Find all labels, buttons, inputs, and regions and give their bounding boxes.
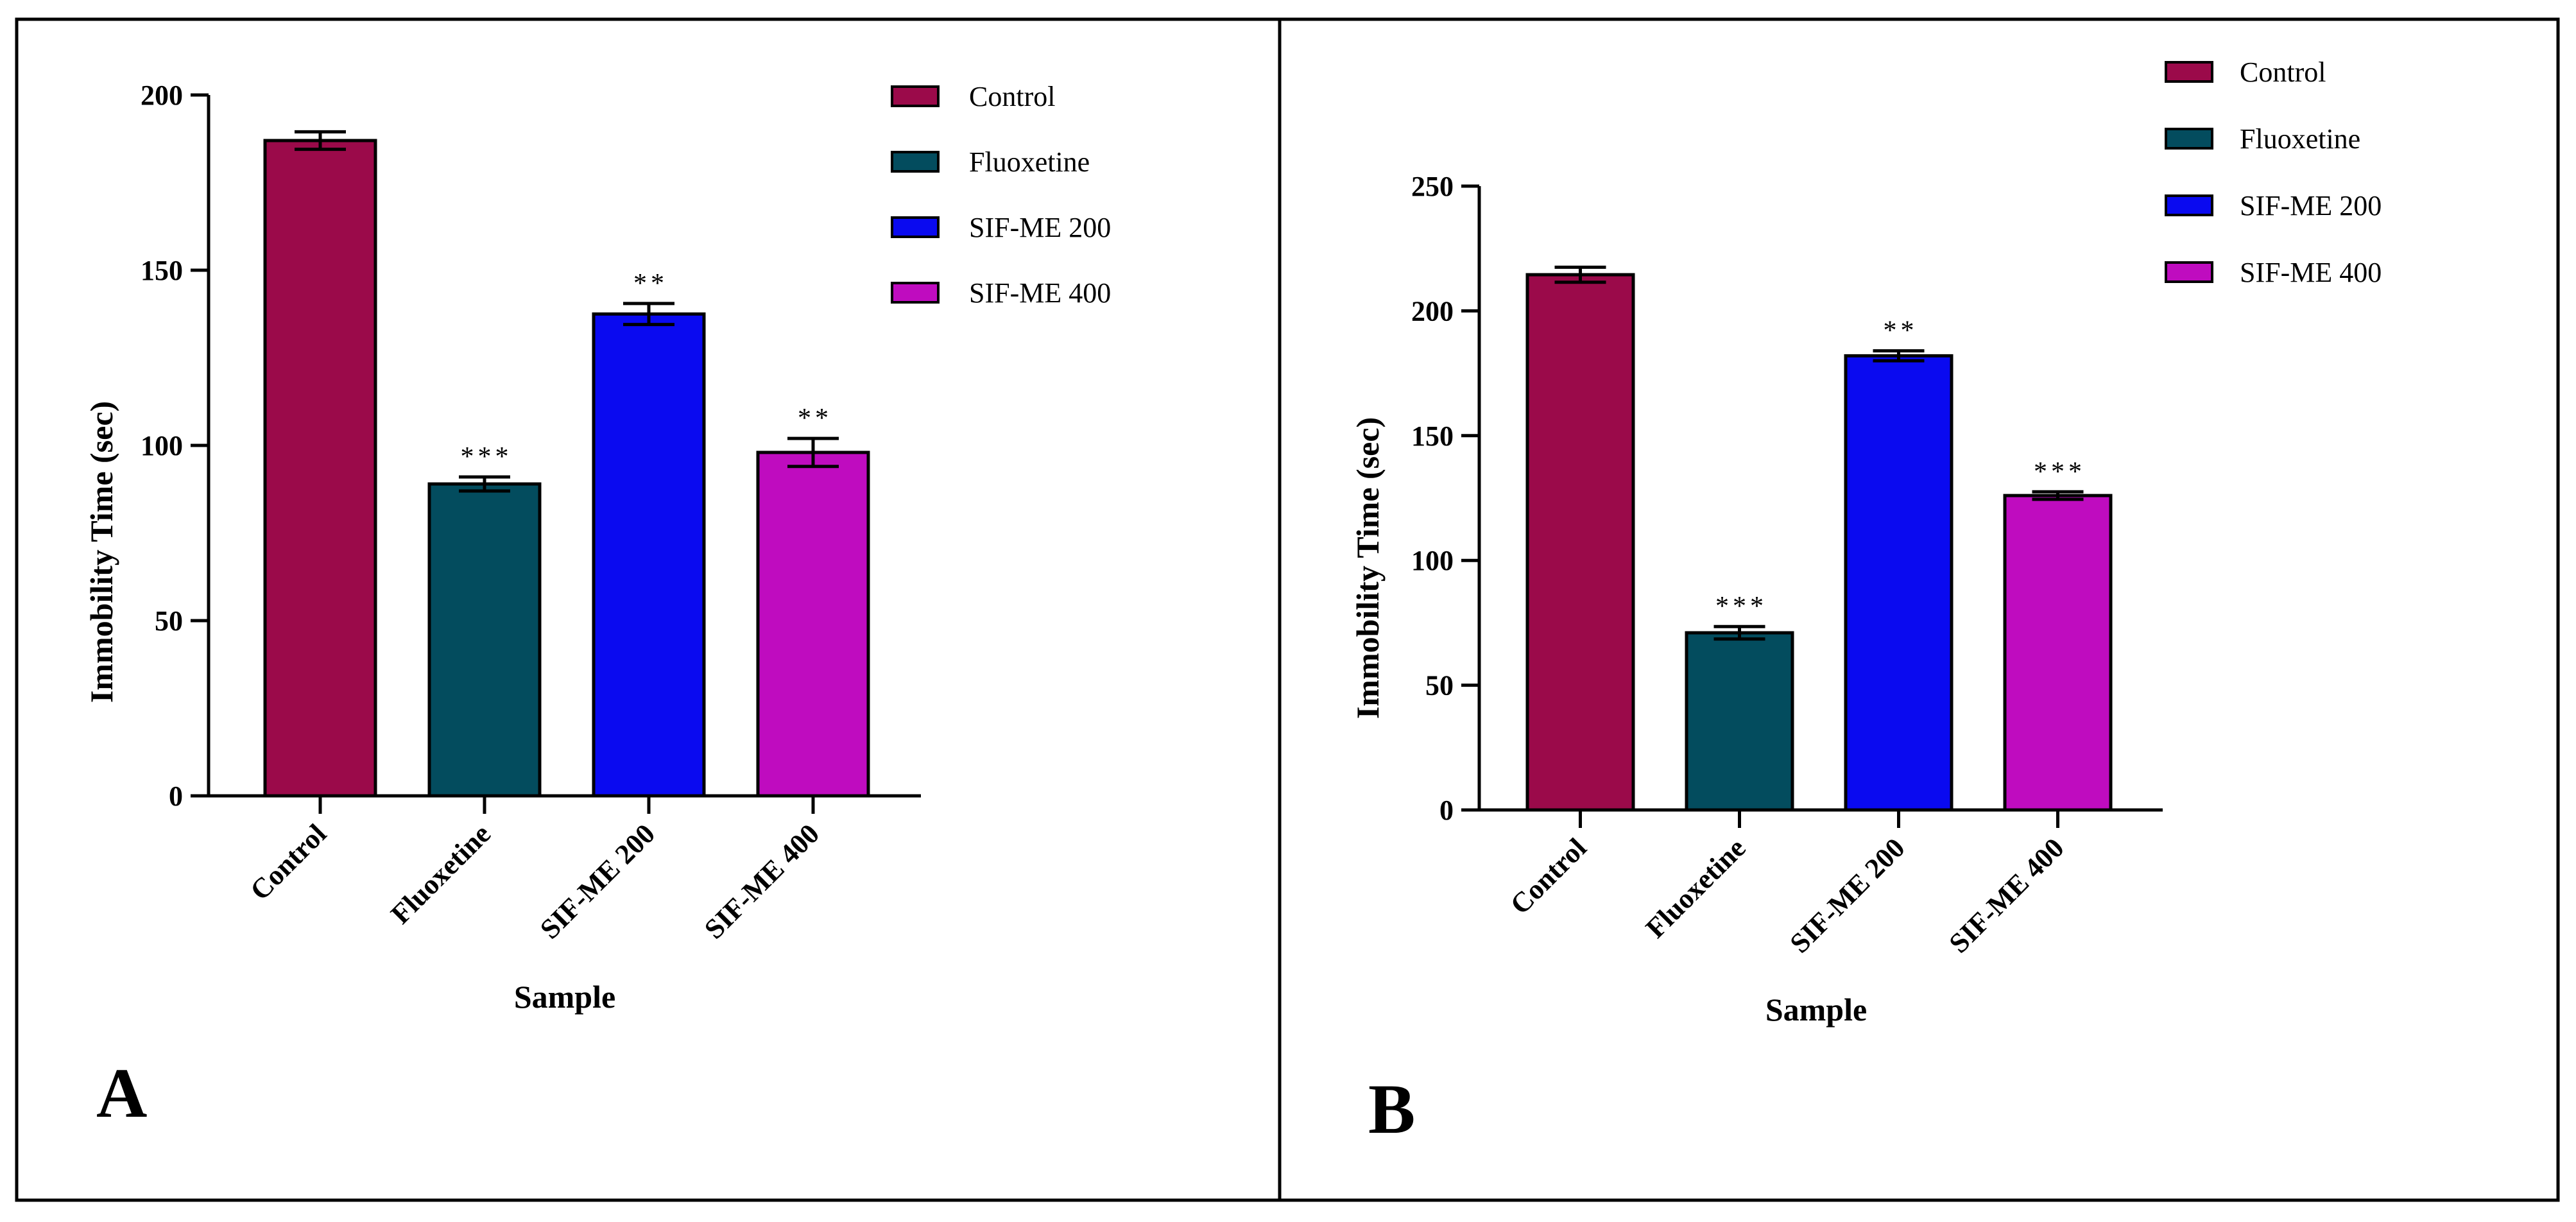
bar (263, 139, 377, 798)
y-tick-label: 100 (1411, 545, 1454, 576)
bar (592, 312, 706, 798)
legend-label: Fluoxetine (2240, 123, 2360, 155)
x-tick-label: SIF-ME 400 (1943, 832, 2070, 959)
legend-label: Control (2240, 56, 2326, 88)
x-tick-label: SIF-ME 400 (698, 818, 825, 945)
significance-label: ** (798, 404, 832, 433)
x-tick-label: SIF-ME 200 (1784, 832, 1911, 959)
legend-swatch (891, 282, 940, 304)
legend: Control Fluoxetine SIF-ME 200 SIF-ME 400 (891, 81, 1111, 309)
legend-swatch (2165, 61, 2213, 83)
x-tick-label: Fluoxetine (384, 818, 497, 930)
legend-swatch (891, 85, 940, 107)
legend-label: SIF-ME 200 (969, 212, 1111, 243)
legend-label: Control (969, 81, 1055, 112)
y-tick-label: 250 (1411, 171, 1454, 202)
legend-label: SIF-ME 400 (969, 277, 1111, 309)
legend-label: Fluoxetine (969, 146, 1090, 178)
chart-panel-b: B Sample Immobility Time (sec) 0 50 100 150… (1350, 56, 2382, 1148)
significance-label: *** (2034, 457, 2086, 486)
bar (756, 451, 870, 798)
legend: Control Fluoxetine SIF-ME 200 SIF-ME 400 (2165, 56, 2382, 288)
panel-letter: A (96, 1054, 147, 1132)
y-axis-title: Immobility Time (sec) (83, 401, 119, 703)
significance-label: *** (1715, 592, 1767, 621)
bar (427, 482, 542, 798)
legend-swatch (891, 151, 940, 173)
x-axis-title: Sample (514, 979, 615, 1015)
legend-label: SIF-ME 400 (2240, 257, 2382, 288)
y-tick-label: 50 (1425, 670, 1454, 701)
y-tick-label: 200 (141, 80, 183, 111)
x-tick-label: Control (1504, 832, 1593, 920)
legend-swatch (891, 216, 940, 238)
x-tick-label: SIF-ME 200 (534, 818, 661, 945)
legend-swatch (2165, 261, 2213, 283)
y-tick-label: 50 (155, 605, 183, 637)
x-tick-label: Control (244, 818, 332, 906)
chart-panel-a: A Sample Immobility Time (sec) 0 50 100 150… (83, 80, 1111, 1132)
significance-label: *** (461, 442, 513, 472)
y-tick-label: 150 (1411, 420, 1454, 452)
y-tick-label: 0 (1439, 795, 1454, 826)
plot-area: 0 50 100 150 200 Control *** Fluoxetine ** SIF-ME… (141, 80, 921, 945)
y-axis-title: Immobility Time (sec) (1350, 417, 1386, 719)
panel-b-frame (1278, 17, 2560, 1202)
bar (2003, 494, 2113, 812)
y-tick-label: 0 (169, 780, 183, 812)
bar (1685, 631, 1794, 812)
significance-label: ** (633, 269, 668, 298)
significance-label: ** (1884, 316, 1918, 346)
x-tick-label: Fluoxetine (1640, 832, 1752, 944)
bar (1525, 273, 1635, 812)
legend-label: SIF-ME 200 (2240, 190, 2382, 221)
y-tick-label: 200 (1411, 295, 1454, 327)
legend-swatch (2165, 194, 2213, 216)
y-tick-label: 100 (141, 430, 183, 461)
panel-letter: B (1368, 1070, 1415, 1148)
bar (1844, 354, 1953, 812)
x-axis-title: Sample (1765, 992, 1867, 1028)
legend-swatch (2165, 128, 2213, 150)
y-tick-label: 150 (141, 255, 183, 286)
plot-area: 0 50 100 150 200 250 Control *** Fluoxetine ** SIF… (1411, 171, 2163, 959)
